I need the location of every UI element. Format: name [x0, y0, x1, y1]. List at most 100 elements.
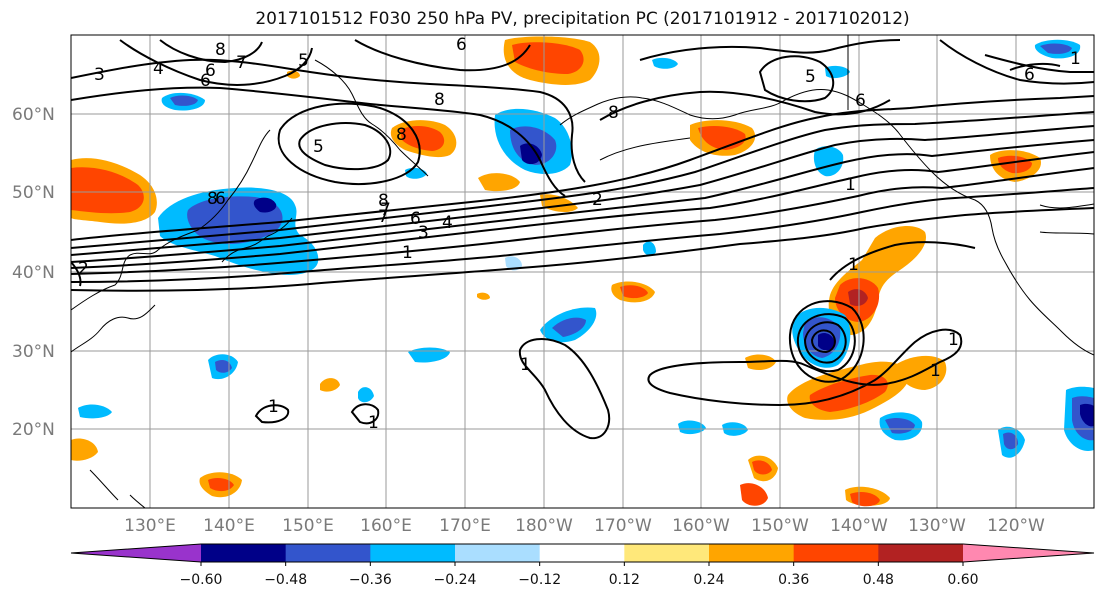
colorbar-tick-label: −0.60	[180, 572, 223, 588]
contour-label: 7	[236, 53, 247, 73]
pos-anomaly-fill	[848, 289, 868, 306]
neg-anomaly-fill	[552, 317, 586, 337]
coastline	[221, 217, 293, 263]
neg-anomaly-fill	[643, 241, 656, 256]
lon-label: 140°E	[203, 516, 255, 536]
contour-label: 4	[442, 213, 453, 233]
contour-label: 7	[378, 207, 389, 227]
contour-labels: 3 4 6 7 8 6 5 8 8 6 5 8 5 6 2 8 7 6 4 3 …	[78, 35, 1081, 433]
colorbar-tick-label: 0.60	[947, 572, 978, 588]
colorbar-segment	[455, 544, 541, 562]
colorbar-tick-label: 0.48	[863, 572, 894, 588]
pos-anomaly-fill	[512, 42, 584, 74]
neg-anomaly-fill	[1003, 432, 1018, 450]
contour-label: 8	[215, 40, 226, 60]
pv-contour	[647, 328, 963, 407]
pv-contour	[119, 39, 313, 86]
pv-contour	[71, 261, 82, 287]
neg-anomaly-fill	[505, 256, 522, 271]
lon-label: 130°E	[124, 516, 176, 536]
contour-label: 6	[410, 209, 421, 229]
colorbar-tick-label: −0.24	[434, 572, 477, 588]
neg-anomaly-fill	[1080, 403, 1094, 427]
contour-label: 6	[855, 91, 866, 111]
neg-anomaly-fill	[652, 57, 678, 69]
neg-anomaly-fill	[170, 95, 198, 106]
colorbar-tick-label: 0.24	[693, 572, 724, 588]
contour-label: 6	[200, 71, 211, 91]
pv-contour	[298, 122, 392, 171]
contour-label: 1	[948, 330, 959, 350]
pv-contour	[984, 54, 1094, 73]
neg-anomaly-fill	[78, 404, 112, 419]
pv-contour	[71, 167, 1094, 275]
pv-contour	[810, 329, 836, 354]
lon-label: 170°E	[439, 516, 491, 536]
pv-contour	[518, 338, 610, 440]
pv-contour	[71, 125, 1094, 256]
pv-contour	[71, 58, 586, 183]
contour-label: 6	[215, 189, 226, 209]
colorbar-segment	[370, 544, 456, 562]
colorbar-tick-label: 0.36	[778, 572, 809, 588]
pv-contour	[788, 300, 865, 383]
contour-label: 6	[456, 35, 467, 55]
pv-contour	[71, 95, 1094, 241]
pv-contour	[71, 187, 1094, 283]
pos-anomaly-fill	[400, 126, 445, 151]
contour-label: 3	[418, 223, 429, 243]
colorbar-tick-label: −0.48	[264, 572, 307, 588]
colorbar-tick-label: −0.12	[518, 572, 561, 588]
coastline	[559, 89, 863, 126]
lon-label: 130°W	[908, 516, 966, 536]
coastline	[314, 59, 429, 177]
contour-label: 8	[378, 191, 389, 211]
contour-label: 1	[368, 413, 379, 433]
lat-label: 30°N	[12, 342, 55, 362]
pv-contour	[71, 151, 1094, 269]
colorbar-segment	[793, 544, 879, 562]
neg-anomaly-fill	[253, 197, 277, 213]
contour-label: 1	[930, 361, 941, 381]
pv-contour	[354, 39, 531, 72]
pos-anomaly-fill	[478, 173, 520, 192]
neg-anomaly-fill	[885, 417, 915, 434]
contour-label: 8	[207, 189, 218, 209]
pos-anomaly-fill	[477, 292, 490, 300]
contour-label: 8	[396, 125, 407, 145]
neg-anomaly-fill	[678, 420, 706, 435]
pv-contour	[254, 404, 290, 424]
pv-contour	[803, 321, 847, 364]
contour-label: 1	[402, 243, 413, 263]
lon-label: 160°W	[672, 516, 730, 536]
colorbar-segment	[539, 544, 625, 562]
contour-label: 4	[153, 59, 164, 79]
lon-label: 140°W	[830, 516, 888, 536]
pv-contour	[758, 55, 835, 103]
coastline	[599, 137, 691, 161]
pv-contour	[796, 313, 856, 373]
contour-label: 2	[78, 259, 89, 279]
coastlines	[71, 35, 1094, 508]
pos-anomaly-fill	[208, 477, 234, 492]
pv-contour	[829, 241, 976, 281]
pv-contour	[1009, 62, 1061, 71]
pos-anomaly-fill	[320, 378, 340, 392]
contour-label: 8	[434, 90, 445, 110]
coastline	[1039, 231, 1094, 235]
pv-contour	[939, 39, 1094, 85]
colorbar-segment	[201, 544, 287, 562]
neg-anomaly-fill	[215, 360, 232, 373]
pv-contour	[71, 207, 1094, 292]
contour-label: 2	[592, 190, 603, 210]
map-border	[70, 34, 1095, 509]
latitude-labels: 60°N 50°N 40°N 30°N 20°N	[12, 105, 55, 440]
pv-contour	[350, 403, 380, 425]
coastline	[89, 469, 119, 501]
contour-label: 1	[845, 175, 856, 195]
neg-anomaly-fill	[358, 387, 374, 403]
precipitation-fills	[71, 36, 1094, 507]
coastline	[1039, 203, 1094, 209]
pos-anomaly-fill	[71, 438, 98, 461]
